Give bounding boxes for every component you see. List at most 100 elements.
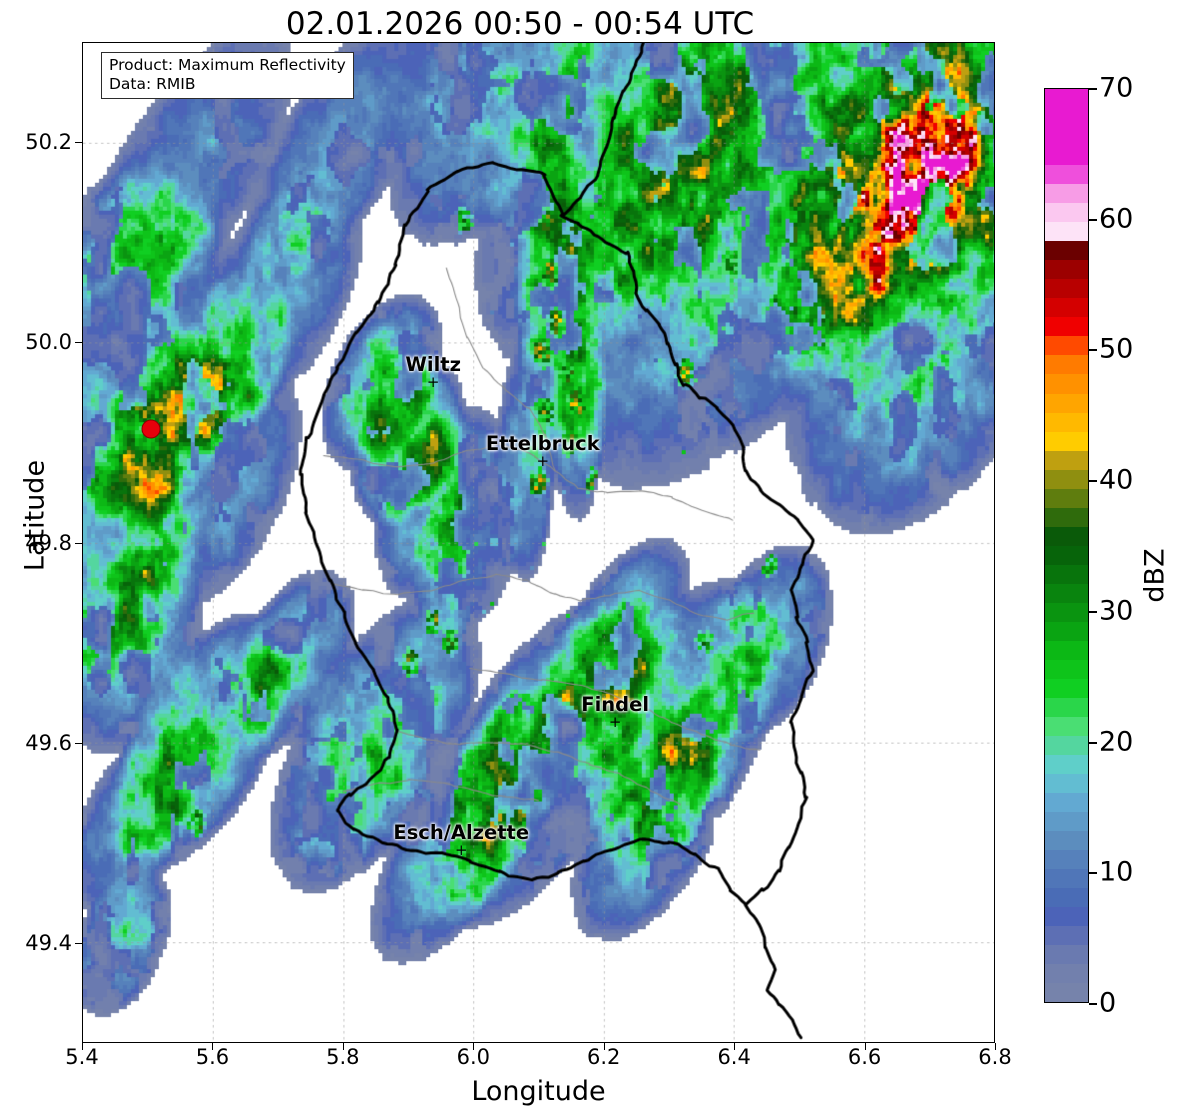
colorbar-tick-label: 50: [1099, 333, 1134, 365]
borders-and-grid-layer: [83, 43, 994, 1042]
colorbar-segment-26: [1045, 488, 1088, 508]
x-tick-mark: [212, 1043, 213, 1050]
colorbar-segment-40: [1045, 222, 1088, 242]
colorbar-segment-44: [1045, 146, 1088, 166]
colorbar-tick-label: 60: [1099, 203, 1134, 235]
radar-plot-area[interactable]: Product: Maximum Reflectivity Data: RMIB…: [82, 42, 995, 1043]
colorbar-segment-41: [1045, 203, 1088, 223]
colorbar-tick-mark: [1089, 349, 1097, 351]
y-tick-label: 49.4: [25, 930, 72, 955]
city-name: Wiltz: [405, 353, 461, 377]
colorbar-segment-33: [1045, 355, 1088, 375]
colorbar-segment-20: [1045, 602, 1088, 622]
colorbar-segment-3: [1045, 925, 1088, 945]
y-tick-mark: [75, 543, 82, 544]
city-name: Ettelbruck: [485, 432, 600, 456]
colorbar-segment-12: [1045, 754, 1088, 774]
city-label-ettelbruck: Ettelbruck +: [485, 432, 600, 471]
colorbar-segment-15: [1045, 697, 1088, 717]
y-tick-mark: [75, 743, 82, 744]
colorbar-segment-16: [1045, 678, 1088, 698]
colorbar-tick-mark: [1089, 480, 1097, 482]
colorbar-segment-32: [1045, 374, 1088, 394]
city-name: Esch/Alzette: [393, 820, 530, 844]
colorbar-tick-mark: [1089, 611, 1097, 613]
colorbar-tick-mark: [1089, 88, 1097, 90]
colorbar-tick-mark: [1089, 219, 1097, 221]
y-tick-mark: [75, 342, 82, 343]
radar-site-marker[interactable]: [141, 419, 161, 439]
colorbar-segment-29: [1045, 431, 1088, 451]
colorbar-segment-38: [1045, 260, 1088, 280]
colorbar-segment-13: [1045, 735, 1088, 755]
x-tick-label: 5.8: [326, 1045, 360, 1069]
colorbar-tick-label: 70: [1099, 72, 1134, 104]
colorbar-tick-label: 20: [1099, 726, 1134, 758]
colorbar-segment-1: [1045, 963, 1088, 983]
city-marker: +: [608, 712, 622, 731]
city-name: Findel: [581, 692, 650, 716]
colorbar-tick-label: 40: [1099, 464, 1134, 496]
colorbar-segment-4: [1045, 906, 1088, 926]
colorbar-segment-10: [1045, 792, 1088, 812]
city-marker: +: [454, 840, 468, 859]
colorbar-segment-2: [1045, 944, 1088, 964]
colorbar-segment-30: [1045, 412, 1088, 432]
colorbar-segment-43: [1045, 165, 1088, 185]
colorbar-segment-24: [1045, 526, 1088, 546]
x-tick-mark: [604, 1043, 605, 1050]
colorbar-segment-0: [1045, 982, 1088, 1002]
x-tick-mark: [82, 1043, 83, 1050]
colorbar-segment-19: [1045, 621, 1088, 641]
y-tick-label: 50.0: [25, 330, 72, 355]
product-line: Product: Maximum Reflectivity: [109, 56, 346, 74]
colorbar-segment-14: [1045, 716, 1088, 736]
colorbar-segment-34: [1045, 336, 1088, 356]
page-title: 02.01.2026 00:50 - 00:54 UTC: [285, 6, 755, 42]
y-tick-mark: [75, 943, 82, 944]
colorbar-tick-mark: [1089, 1003, 1097, 1005]
colorbar-segment-37: [1045, 279, 1088, 299]
colorbar-segment-7: [1045, 849, 1088, 869]
colorbar-segment-27: [1045, 469, 1088, 489]
colorbar-title: dBZ: [1139, 548, 1171, 603]
colorbar-segment-31: [1045, 393, 1088, 413]
colorbar-segment-23: [1045, 545, 1088, 565]
y-tick-mark: [75, 142, 82, 143]
colorbar-segment-46: [1045, 108, 1088, 128]
product-info-box: Product: Maximum Reflectivity Data: RMIB: [101, 52, 354, 99]
colorbar-segment-47: [1045, 89, 1088, 109]
city-label-wiltz: Wiltz +: [405, 353, 461, 392]
x-tick-mark: [734, 1043, 735, 1050]
colorbar-segment-39: [1045, 241, 1088, 261]
colorbar-segment-8: [1045, 830, 1088, 850]
colorbar-tick-label: 0: [1099, 987, 1117, 1019]
city-marker: +: [536, 452, 550, 471]
colorbar-segment-36: [1045, 298, 1088, 318]
x-tick-mark: [865, 1043, 866, 1050]
colorbar-segment-22: [1045, 564, 1088, 584]
x-tick-label: 6.6: [847, 1045, 882, 1069]
colorbar-tick-mark: [1089, 872, 1097, 874]
colorbar-segment-18: [1045, 640, 1088, 660]
colorbar: [1044, 88, 1089, 1003]
city-marker: +: [426, 373, 440, 392]
colorbar-segment-35: [1045, 317, 1088, 337]
colorbar-segment-11: [1045, 773, 1088, 793]
colorbar-segment-6: [1045, 868, 1088, 888]
y-tick-label: 50.2: [25, 130, 72, 155]
y-tick-label: 49.6: [25, 730, 72, 755]
y-tick-label: 49.8: [25, 530, 72, 555]
colorbar-tick-label: 30: [1099, 595, 1134, 627]
colorbar-segment-25: [1045, 507, 1088, 527]
x-tick-mark: [343, 1043, 344, 1050]
city-label-findel: Findel +: [581, 692, 650, 731]
colorbar-segment-17: [1045, 659, 1088, 679]
colorbar-segment-9: [1045, 811, 1088, 831]
colorbar-segment-42: [1045, 184, 1088, 204]
colorbar-tick-label: 10: [1099, 856, 1134, 888]
x-axis-label: Longitude: [471, 1076, 606, 1107]
city-label-esch-alzette: Esch/Alzette +: [393, 820, 530, 859]
colorbar-segment-5: [1045, 887, 1088, 907]
data-source-line: Data: RMIB: [109, 74, 196, 93]
